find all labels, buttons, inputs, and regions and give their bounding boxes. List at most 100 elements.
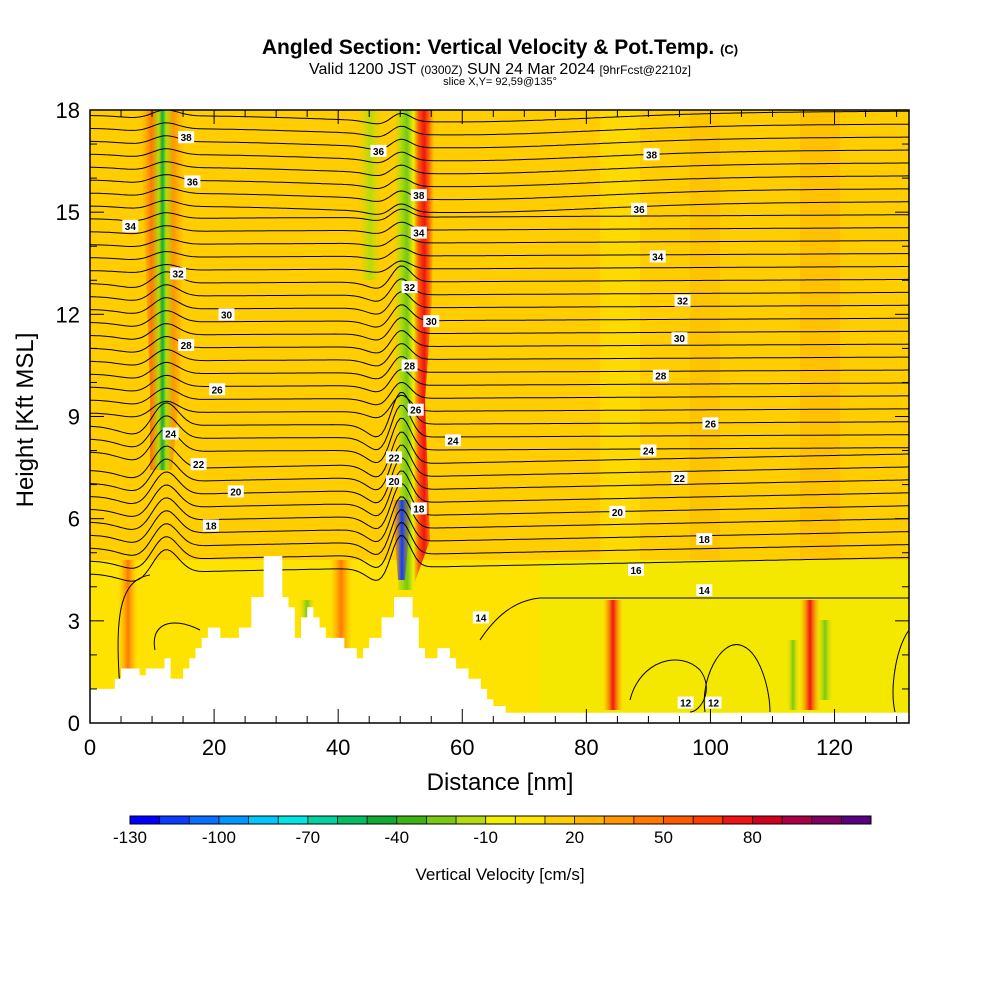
x-tick-label: 20 <box>202 735 226 760</box>
isentrope-line <box>90 330 909 354</box>
green-cell-118 <box>816 620 834 700</box>
isentrope-line <box>90 265 909 289</box>
contour-label: 34 <box>410 226 427 240</box>
colorbar-tick-label: -40 <box>384 828 409 847</box>
contour-label-text: 28 <box>404 361 416 372</box>
contour-label-bg <box>472 611 489 624</box>
contour-label-text: 28 <box>655 372 667 383</box>
y-tick-label: 18 <box>56 98 80 123</box>
contour-label: 38 <box>410 189 427 202</box>
contour-label-text: 38 <box>181 133 193 144</box>
colorbar-swatch <box>604 816 635 824</box>
chart-slice-info: slice X,Y= 92,59@135° <box>443 76 557 88</box>
contour-label-text: 24 <box>165 430 177 441</box>
contour-label-bg <box>702 417 719 430</box>
contour-label: 36 <box>184 175 201 189</box>
contour-label-text: 22 <box>674 474 686 485</box>
contour-label-text: 34 <box>413 229 425 240</box>
contour-label: 32 <box>170 267 187 280</box>
contour-label: 14 <box>472 611 489 624</box>
contour-label-bg <box>401 359 418 372</box>
contour-label: 38 <box>178 131 195 144</box>
contour-label-text: 38 <box>413 191 425 202</box>
colorbar-swatch <box>456 816 487 824</box>
isentrope-line <box>90 369 909 393</box>
colorbar <box>129 815 872 825</box>
colorbar-swatch <box>426 816 457 824</box>
contour-label: 16 <box>628 563 644 577</box>
contour-label-bg <box>386 475 403 488</box>
contour-label: 22 <box>671 471 688 485</box>
contour-label-text: 14 <box>475 613 487 624</box>
colorbar-title: Vertical Velocity [cm/s] <box>415 865 584 884</box>
x-tick-label: 60 <box>450 735 474 760</box>
contour-label-text: 30 <box>221 310 233 321</box>
contour-label: 26 <box>702 417 719 430</box>
y-tick-label: 9 <box>68 405 80 430</box>
contour-label-text: 32 <box>173 269 185 280</box>
low-contour-3 <box>479 597 909 641</box>
contour-label-bg <box>652 369 669 382</box>
vertical-velocity-field: 38 36 34 32 30 28 26 24 22 20 18 36 38 34 32 30 28 26 24 22… <box>90 110 909 723</box>
colorbar-frame <box>129 815 872 825</box>
colorbar-swatch <box>633 816 665 824</box>
contour-label-bg <box>628 563 644 576</box>
low-contour-6 <box>892 629 909 713</box>
contour-label-text: 32 <box>404 283 416 294</box>
contour-label-bg <box>705 696 722 709</box>
colorbar-swatch <box>752 816 783 824</box>
y-tick-label: 3 <box>68 609 80 634</box>
contour-label-bg <box>178 131 195 144</box>
x-tick-label: 80 <box>574 735 598 760</box>
contour-label-text: 30 <box>674 334 686 345</box>
isentrope-line <box>90 356 909 380</box>
updraft-band-west <box>140 110 185 470</box>
contour-label-text: 24 <box>643 447 655 458</box>
isentrope-line <box>90 381 909 406</box>
contour-label: 26 <box>407 403 424 417</box>
field-lower-right <box>540 560 909 723</box>
contour-label: 24 <box>444 434 461 447</box>
contour-label-text: 34 <box>652 252 664 263</box>
colorbar-swatch <box>485 816 516 824</box>
colorbar-swatch <box>515 816 546 824</box>
contour-label-text: 38 <box>646 150 658 161</box>
contour-label-bg <box>218 308 235 321</box>
contour-label-bg <box>696 533 713 546</box>
contour-label: 28 <box>178 338 195 352</box>
contour-label: 18 <box>410 502 427 515</box>
colorbar-swatch <box>841 816 872 824</box>
terrain-mask <box>90 556 909 723</box>
isentrope-line <box>90 343 909 367</box>
contour-label-text: 12 <box>680 699 692 710</box>
y-axis-title: Height [Kft MSL] <box>12 333 39 508</box>
contour-label: 12 <box>705 696 722 710</box>
potential-temperature-contours <box>90 110 909 582</box>
isentrope-line <box>90 404 909 451</box>
contour-label: 14 <box>696 584 713 597</box>
contour-label-bg <box>178 338 195 351</box>
contour-label-text: 20 <box>230 487 242 498</box>
x-tick-label: 120 <box>816 735 853 760</box>
contour-label: 24 <box>162 427 179 441</box>
colorbar-tick-label: 50 <box>654 828 673 847</box>
isentrope-line <box>90 122 909 138</box>
contour-label-bg <box>410 189 427 202</box>
x-tick-label: 40 <box>326 735 350 760</box>
contour-label: 36 <box>631 202 648 216</box>
contour-label-bg <box>671 471 688 484</box>
isentrope-line <box>90 161 909 176</box>
isentrope-line <box>90 221 909 235</box>
contour-label-bg <box>122 219 139 232</box>
contour-label: 36 <box>370 144 387 158</box>
red-cell-116 <box>800 600 820 710</box>
colorbar-swatch <box>811 816 842 824</box>
contour-label-bg <box>640 444 657 457</box>
colorbar-swatch <box>544 816 576 824</box>
isentrope-line <box>90 234 909 247</box>
isentrope-line <box>90 247 909 261</box>
contour-label-bg <box>162 427 179 440</box>
contour-label: 22 <box>386 451 403 464</box>
